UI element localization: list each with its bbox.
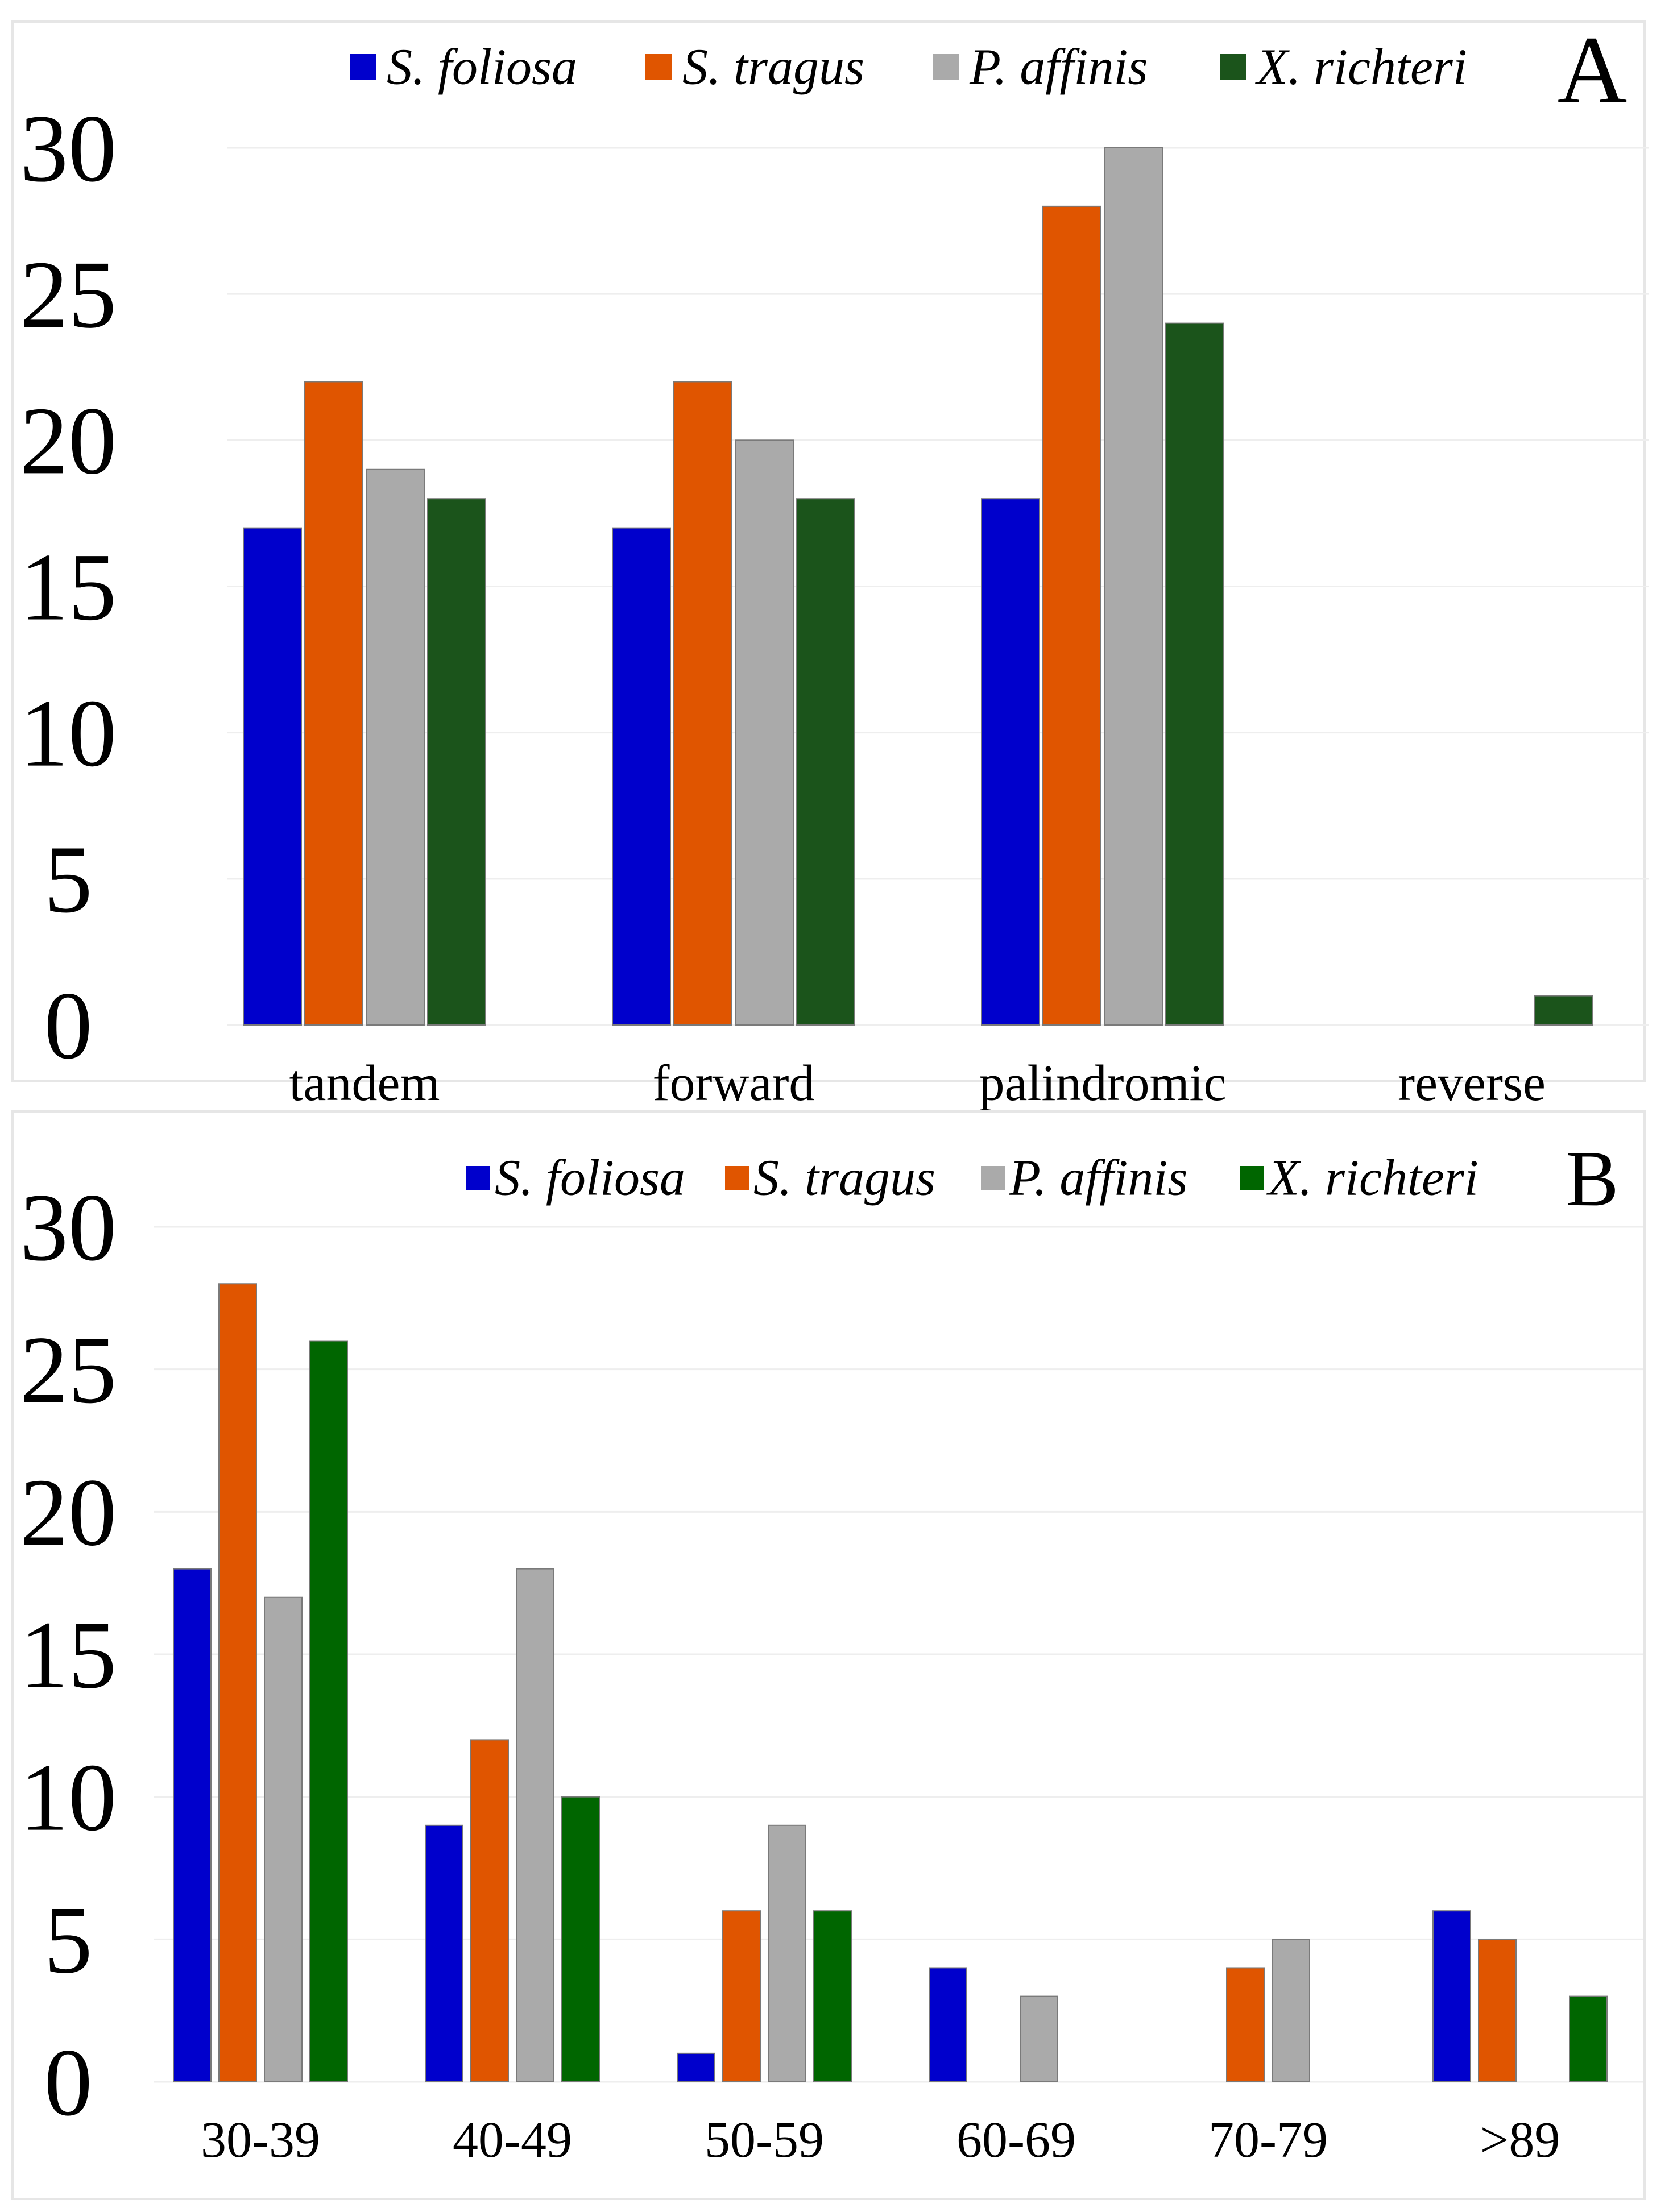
panel-a: 0 5 10 15 20 25 30 tandem forward palindromic reve… (11, 16, 1649, 1111)
bar (673, 381, 732, 1026)
y-tick-label: 15 (20, 1601, 117, 1708)
x-category-label: >89 (1480, 2112, 1560, 2168)
bar (173, 1568, 212, 2083)
bar (366, 468, 425, 1026)
x-category-label: 30-39 (201, 2112, 320, 2168)
bar (1020, 1995, 1058, 2083)
bar (243, 527, 302, 1026)
y-tick-label: 30 (20, 95, 117, 202)
legend-swatch (981, 1166, 1005, 1190)
bar (677, 2052, 715, 2083)
bar (427, 498, 486, 1026)
y-tick-label: 30 (20, 1174, 117, 1281)
y-tick-label: 25 (20, 1317, 117, 1424)
bar (929, 1967, 967, 2082)
legend-swatch (645, 54, 672, 80)
bar (218, 1283, 257, 2082)
bar (425, 1824, 463, 2083)
y-tick-label: 10 (20, 680, 117, 787)
legend: S. foliosa S. tragus P. affinis X. richteri (350, 39, 1467, 96)
panel-b: 0 5 10 15 20 25 30 30-39 40-49 50-59 60-69 70-79 >89… (11, 1110, 1646, 2200)
bar (561, 1796, 600, 2083)
legend-label: X. richteri (1266, 1150, 1479, 1206)
y-tick-label: 15 (20, 534, 117, 641)
x-category-label: 70-79 (1208, 2112, 1328, 2168)
bar (1569, 1995, 1608, 2083)
y-tick-label: 20 (20, 387, 117, 494)
x-category-label: reverse (1398, 1055, 1546, 1111)
legend-label: S. tragus (682, 39, 864, 96)
legend-label: X. richteri (1255, 39, 1467, 96)
bar (1104, 147, 1163, 1026)
legend-label: S. foliosa (495, 1150, 685, 1206)
bar (309, 1340, 348, 2083)
bar (796, 498, 855, 1026)
y-tick-label: 25 (20, 241, 117, 348)
legend-swatch (1220, 54, 1246, 80)
x-category-label: tandem (289, 1055, 440, 1111)
panel-label: B (1566, 1135, 1618, 1223)
y-tick-label: 20 (20, 1459, 117, 1566)
bar (264, 1596, 303, 2083)
x-category-label: 50-59 (705, 2112, 824, 2168)
legend-swatch (350, 54, 376, 80)
bar (1226, 1967, 1265, 2082)
bar (1478, 1939, 1517, 2082)
bar (1534, 995, 1593, 1026)
x-category-label: 40-49 (453, 2112, 572, 2168)
bar (813, 1910, 852, 2082)
x-category-label: forward (653, 1055, 815, 1111)
y-tick-label: 10 (20, 1744, 117, 1851)
y-tick-label: 5 (44, 826, 93, 933)
legend-label: S. tragus (753, 1150, 935, 1206)
legend: S. foliosa S. tragus P. affinis X. richteri (466, 1150, 1479, 1206)
y-tick-label: 0 (44, 2029, 93, 2136)
panel-label: A (1558, 16, 1628, 123)
y-tick-label: 0 (44, 972, 93, 1079)
bar (768, 1824, 806, 2083)
bar (735, 439, 794, 1026)
bar (1042, 205, 1101, 1026)
bar (612, 527, 671, 1026)
bar (1165, 322, 1224, 1026)
bar (1432, 1910, 1471, 2082)
legend-swatch (725, 1166, 749, 1190)
bar (722, 1910, 761, 2082)
legend-label: S. foliosa (387, 39, 577, 96)
legend-label: P. affinis (969, 39, 1148, 96)
y-tick-label: 5 (44, 1886, 93, 1993)
legend-swatch (1240, 1166, 1264, 1190)
bar (981, 498, 1040, 1026)
x-category-label: palindromic (979, 1055, 1227, 1111)
bar (1272, 1939, 1310, 2082)
bar (516, 1568, 554, 2083)
bar (470, 1739, 509, 2082)
legend-swatch (933, 54, 959, 80)
legend-swatch (466, 1166, 490, 1190)
x-category-label: 60-69 (956, 2112, 1076, 2168)
legend-label: P. affinis (1009, 1150, 1187, 1206)
bar (304, 381, 363, 1026)
